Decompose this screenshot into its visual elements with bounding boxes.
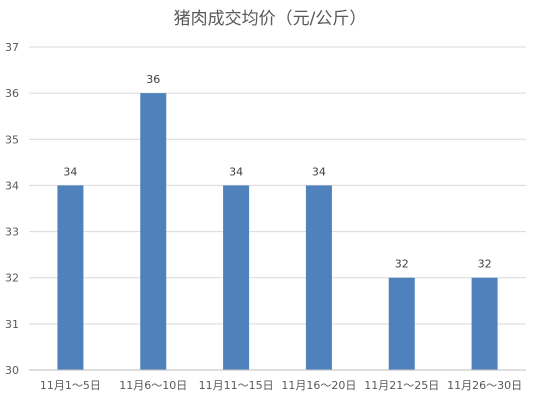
y-tick-label: 31 — [5, 318, 19, 331]
data-label: 34 — [63, 165, 77, 178]
y-tick-label: 32 — [5, 272, 19, 285]
y-tick-label: 36 — [5, 87, 19, 100]
x-tick-label: 11月16～20日 — [281, 379, 356, 392]
x-tick-label: 11月21～25日 — [364, 379, 439, 392]
data-labels: 34 36 34 34 32 32 — [63, 73, 491, 271]
bar — [223, 185, 250, 370]
data-label: 34 — [312, 165, 326, 178]
chart-title: 猪肉成交均价（元/公斤） — [174, 9, 367, 29]
y-tick-label: 37 — [5, 41, 19, 54]
y-axis-ticks: 30 31 32 33 34 35 36 37 — [5, 41, 19, 377]
y-tick-label: 33 — [5, 226, 19, 239]
bar — [305, 185, 332, 370]
y-tick-label: 34 — [5, 179, 19, 192]
data-label: 36 — [146, 73, 160, 86]
data-label: 34 — [229, 165, 243, 178]
x-tick-label: 11月6～10日 — [119, 379, 187, 392]
x-tick-label: 11月1～5日 — [40, 379, 101, 392]
bar — [57, 185, 84, 370]
y-tick-label: 35 — [5, 133, 19, 146]
y-tick-label: 30 — [5, 364, 19, 377]
bar — [471, 277, 498, 370]
bars — [57, 93, 498, 371]
bar — [388, 277, 415, 370]
x-tick-label: 11月11～15日 — [199, 379, 274, 392]
bar — [140, 93, 167, 371]
data-label: 32 — [478, 258, 492, 271]
gridlines — [29, 46, 526, 325]
x-tick-label: 11月26～30日 — [447, 379, 522, 392]
data-label: 32 — [395, 258, 409, 271]
x-axis-ticks: 11月1～5日 11月6～10日 11月11～15日 11月16～20日 11月21～2… — [40, 379, 522, 392]
